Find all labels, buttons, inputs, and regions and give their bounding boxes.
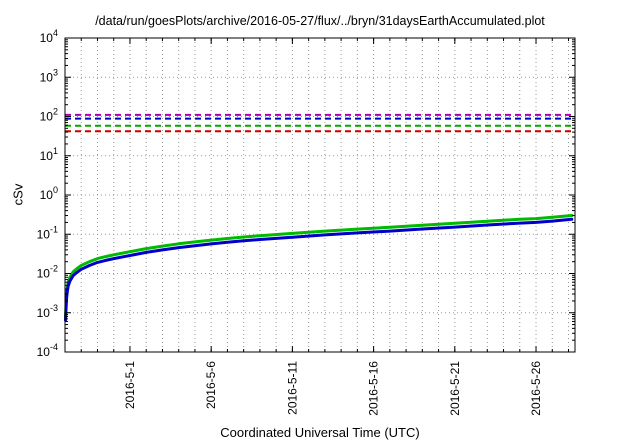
- x-tick-label: 2016-5-26: [529, 361, 543, 416]
- y-tick-label: 102: [40, 107, 58, 124]
- x-tick-label: 2016-5-1: [123, 361, 137, 409]
- y-tick-label: 10-2: [37, 264, 58, 281]
- x-tick-label: 2016-5-11: [285, 361, 299, 415]
- plot-title: /data/run/goesPlots/archive/2016-05-27/f…: [95, 14, 545, 28]
- y-tick-label: 101: [40, 146, 58, 163]
- y-tick-label: 103: [40, 67, 58, 84]
- y-tick-label: 100: [40, 185, 58, 202]
- y-axis-label: cSv: [10, 183, 26, 206]
- x-tick-label: 2016-5-16: [367, 361, 381, 416]
- y-tick-label: 10-3: [37, 303, 58, 320]
- x-tick-label: 2016-5-6: [204, 361, 218, 409]
- x-axis-label: Coordinated Universal Time (UTC): [220, 425, 420, 440]
- y-tick-label: 10-4: [37, 342, 58, 359]
- y-tick-label: 104: [40, 28, 58, 45]
- series-line-accumulated-dose-blue: [64, 217, 574, 322]
- series-line-accumulated-dose-green: [64, 214, 574, 319]
- x-tick-label: 2016-5-21: [448, 361, 462, 416]
- y-tick-label: 10-1: [37, 224, 58, 241]
